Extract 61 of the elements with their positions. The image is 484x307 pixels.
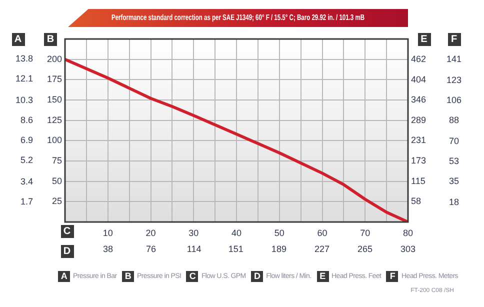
text: 88 <box>448 115 460 126</box>
y-tick-label: 175 <box>46 74 62 84</box>
y3-tick-label: 346 <box>411 94 426 105</box>
y2-tick-label: 13.8 <box>15 54 33 64</box>
text: 106 <box>446 95 462 105</box>
y2-tick-label: 6.9 <box>20 135 33 146</box>
x-tick-label: 80 <box>402 228 414 238</box>
y3-tick-label: 462 <box>411 54 426 64</box>
y2-tick-label: 3.4 <box>20 176 33 186</box>
text: F <box>390 271 396 281</box>
y-tick-label: 150 <box>46 94 62 104</box>
x-tick-label: 10 <box>102 228 113 238</box>
y2-tick-label: 10.3 <box>15 94 33 105</box>
chart-title: Performance standard correction as per SAE J1349; 60° F / 15.5° C; Baro 29.92 in. / 101.3 mB <box>111 12 365 24</box>
y2-tick-label: 1.7 <box>20 196 33 206</box>
x2-tick-label: 76 <box>146 244 156 254</box>
text: 35 <box>448 176 460 186</box>
y2-tick-label: 8.6 <box>20 114 33 125</box>
text: E <box>320 271 326 281</box>
x-tick-label: 70 <box>360 228 370 238</box>
x-axis-title: C <box>60 225 74 238</box>
text: C <box>189 271 196 281</box>
text: D <box>254 271 260 281</box>
y-tick-label: 125 <box>46 114 62 125</box>
x2-tick-label: 151 <box>228 244 244 254</box>
x-tick-label: 50 <box>274 228 284 238</box>
text: 70 <box>448 136 460 146</box>
y3-tick-label: 231 <box>411 135 426 146</box>
text: 141 <box>446 54 462 64</box>
y3-tick-label: 404 <box>411 74 426 84</box>
y-tick-label: 25 <box>52 196 62 206</box>
x2-tick-label: 303 <box>400 244 416 254</box>
y-axis-title: B <box>44 33 57 46</box>
x2-tick-label: 189 <box>271 244 286 254</box>
x2-tick-label: 265 <box>357 244 372 254</box>
x-tick-label: 40 <box>231 228 242 238</box>
y-tick-label: 100 <box>46 135 62 146</box>
y2-tick-label: 12.1 <box>15 74 33 84</box>
x-tick-label: 30 <box>188 228 199 238</box>
y3-tick-label: 58 <box>411 196 422 206</box>
y3-tick-label: 115 <box>411 176 426 186</box>
text: A <box>60 271 68 281</box>
x2-tick-label: 38 <box>103 244 114 254</box>
y2-axis-title: A <box>12 33 24 46</box>
y2-tick-label: 5.2 <box>20 155 33 166</box>
x2-axis-title: D <box>60 245 74 258</box>
text: 18 <box>448 196 460 207</box>
x2-tick-label: 114 <box>186 244 202 254</box>
text: 53 <box>448 156 460 166</box>
x2-tick-label: 227 <box>314 244 330 254</box>
x-tick-label: 20 <box>146 228 156 238</box>
y-tick-label: 200 <box>46 54 62 64</box>
text: 123 <box>446 74 462 85</box>
y3-axis-title: E <box>418 33 430 46</box>
y-tick-label: 50 <box>52 176 62 186</box>
y3-tick-label: 289 <box>411 114 426 125</box>
x-tick-label: 60 <box>317 228 328 238</box>
y3-tick-label: 173 <box>411 156 426 166</box>
y-tick-label: 75 <box>52 155 62 166</box>
text: F <box>448 33 460 46</box>
text: B <box>124 271 132 281</box>
